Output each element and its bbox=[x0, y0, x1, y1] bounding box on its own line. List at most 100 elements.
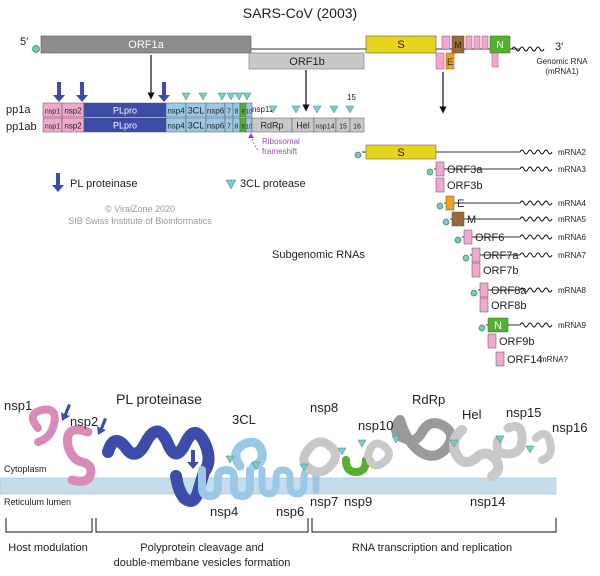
subgenomic-rna-row: ORF6 mRNA6 bbox=[454, 229, 587, 245]
nsp10-protein bbox=[364, 439, 393, 470]
five-prime-cap-icon bbox=[478, 324, 486, 332]
five-prime-cap-icon bbox=[442, 218, 450, 226]
nsp1-label: nsp1 bbox=[4, 398, 32, 413]
orf8-box bbox=[481, 35, 489, 50]
3cl-protein bbox=[231, 437, 267, 471]
nsp9-protein bbox=[342, 456, 370, 477]
subgenomic-rna-row: ORF8a mRNA8 bbox=[470, 282, 587, 298]
orf3-box bbox=[441, 35, 451, 50]
pp1ab-segment-label: 10 bbox=[246, 125, 253, 131]
subgenomic-gene-label: ORF7a bbox=[483, 250, 519, 262]
m-gene-label: M bbox=[454, 40, 462, 50]
cleavage-bracket bbox=[95, 518, 309, 533]
subgenomic-gene-label: E bbox=[457, 198, 464, 210]
nsp7-label: nsp7 bbox=[310, 494, 338, 509]
subgenomic-gene-box bbox=[435, 161, 445, 177]
pl-proteinase-legend-icon bbox=[52, 173, 64, 192]
s-gene-label: S bbox=[397, 39, 404, 51]
diagram-title: SARS-CoV (2003) bbox=[243, 5, 357, 21]
subgenomic-gene-label: ORF6 bbox=[475, 232, 504, 244]
genomic-rna-label: Genomic RNA bbox=[536, 57, 588, 66]
nsp15-top-label: 15 bbox=[347, 93, 356, 102]
orf3b-box bbox=[435, 52, 445, 70]
orf1b-box bbox=[248, 52, 365, 70]
orf1a-label: ORF1a bbox=[128, 39, 164, 51]
pl-cleavage-arrow-icon bbox=[76, 82, 88, 102]
nsp15-protein bbox=[492, 421, 527, 459]
subgenomic-gene-box bbox=[451, 211, 465, 227]
mrna1-label: (mRNA1) bbox=[545, 67, 579, 76]
pp1ab-segment-label: 15 bbox=[339, 124, 347, 131]
nsp4-protein bbox=[198, 465, 254, 501]
pp1ab-segment bbox=[349, 117, 365, 133]
3cl-protease-legend-icon bbox=[225, 179, 237, 190]
pp1a-segment-label: nsp1 bbox=[45, 109, 60, 116]
e-gene-label: E bbox=[447, 57, 453, 67]
mrna-label: mRNA7 bbox=[558, 251, 587, 260]
pl-proteinase-protein bbox=[102, 425, 215, 507]
subgenomic-gene-label: ORF8a bbox=[491, 285, 527, 297]
3cl-cleavage-sites bbox=[225, 435, 535, 472]
mrna-label: mRNA? bbox=[540, 355, 569, 364]
pp1ab-segment-label: 3CL bbox=[188, 121, 205, 131]
nsp6-label: nsp6 bbox=[276, 504, 304, 519]
pp1ab-segment-label: 8 bbox=[235, 124, 239, 131]
pp1ab-segment-label: RdRp bbox=[260, 121, 283, 131]
orf1a-box bbox=[40, 35, 252, 54]
subgenomic-gene-label: ORF8b bbox=[491, 300, 526, 312]
subgenomic-rna-row: ORF3a mRNA3 bbox=[426, 161, 587, 177]
subgenomic-gene-box bbox=[445, 195, 455, 211]
nsp11-label: nsp11 bbox=[252, 105, 274, 114]
subgenomic-gene-box bbox=[479, 282, 489, 298]
subgenomic-gene-label: M bbox=[467, 214, 476, 226]
pp1a-segment-label: PLpro bbox=[113, 106, 137, 116]
genome-map: 5′ ORF1a ORF1b S E M N 3′ Genomic RNA (m… bbox=[20, 35, 588, 114]
nsp8-label: nsp8 bbox=[310, 400, 338, 415]
rna-replication-label: RNA transcription and replication bbox=[352, 542, 512, 554]
subgenomic-gene-box bbox=[487, 317, 509, 333]
n-gene-box bbox=[489, 35, 511, 54]
poly-a-tail bbox=[511, 46, 545, 52]
credit-line1: © ViralZone 2020 bbox=[105, 204, 175, 214]
five-prime-cap-icon bbox=[354, 151, 362, 159]
orf9b-box bbox=[491, 52, 499, 68]
pp1ab-segment-label: nsp14 bbox=[315, 124, 334, 131]
subgenomic-gene-box bbox=[471, 262, 481, 278]
mrna-label: mRNA2 bbox=[558, 148, 587, 157]
polyprotein-maps: pp1a pp1ab nsp1 nsp2 PLpro nsp4 3CL nsp6 7 8 9 10… bbox=[6, 82, 365, 156]
pl-cleavage-arrow-icon bbox=[53, 82, 65, 102]
lumen-label: Reticulum lumen bbox=[4, 497, 71, 507]
legend-3cl-label: 3CL protease bbox=[240, 178, 306, 190]
subgenomic-gene-label: ORF3a bbox=[447, 164, 483, 176]
pp1a-segment-label: 9 bbox=[241, 110, 245, 116]
pl-proteinase-label: PL proteinase bbox=[116, 391, 202, 407]
subgenomic-title: Subgenomic RNAs bbox=[272, 249, 365, 261]
mrna-label: mRNA3 bbox=[558, 165, 587, 174]
subgenomic-gene-box bbox=[487, 333, 497, 349]
3cl-label: 3CL bbox=[232, 412, 256, 427]
host-modulation-bracket bbox=[5, 518, 93, 533]
subgenomic-rna-row: ORF7b bbox=[471, 262, 518, 278]
pp1a-segment-label: nsp4 bbox=[167, 107, 185, 116]
pp1ab-segment-label: nsp1 bbox=[45, 124, 60, 131]
mrna-label: mRNA9 bbox=[558, 321, 587, 330]
host-modulation-label: Host modulation bbox=[8, 542, 88, 554]
frameshift-line2: frameshift bbox=[262, 147, 298, 156]
rna-replication-bracket bbox=[311, 518, 557, 533]
subgenomic-rna-row: ORF3b bbox=[435, 177, 482, 193]
pl-cleavage-arrow-icon bbox=[187, 450, 199, 469]
pp1ab-segment-label: PLpro bbox=[113, 121, 137, 131]
credit-line2: SIB Swiss Institute of Bioinformatics bbox=[68, 216, 212, 226]
pp1a-segment-label: nsp2 bbox=[64, 107, 82, 116]
legend: PL proteinase 3CL protease bbox=[52, 173, 306, 192]
n-gene-label: N bbox=[496, 40, 503, 51]
rdrp-protein bbox=[390, 415, 457, 461]
e-gene-box bbox=[445, 52, 455, 70]
subgenomic-gene-box bbox=[365, 144, 437, 160]
nsp2-protein bbox=[62, 425, 96, 486]
subgenomic-gene-label: N bbox=[494, 320, 502, 332]
